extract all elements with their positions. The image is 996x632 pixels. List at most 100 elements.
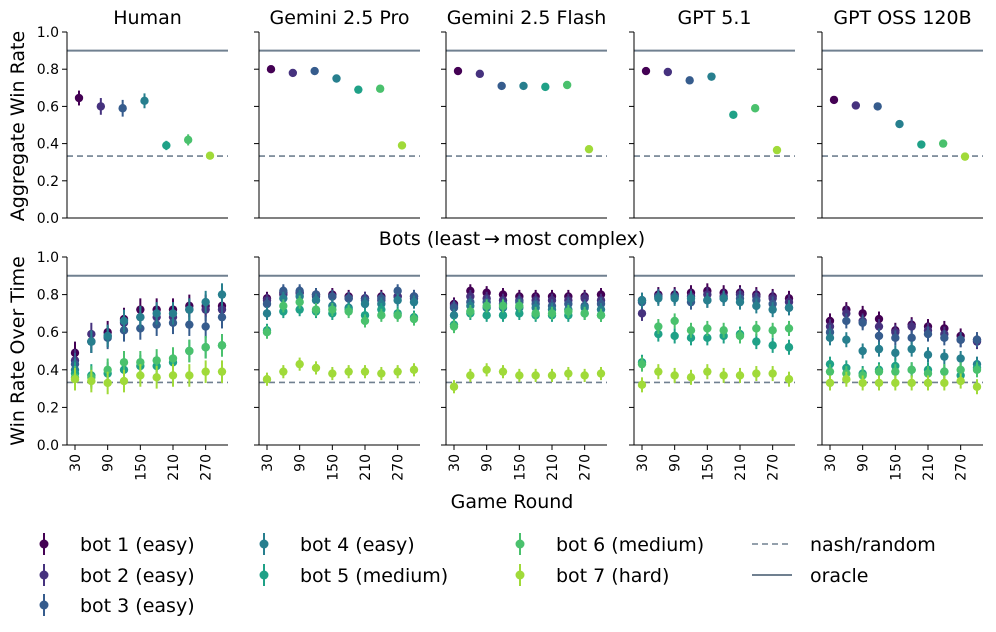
middle-x-axis-label: Bots (least → most complex) [379,228,645,250]
over-time-human-ytick-label: 0.4 [37,363,59,379]
over-time-point-marker [70,375,80,384]
over-time-point-marker [344,294,353,303]
over-time-point [858,315,867,331]
over-time-point-marker [136,371,145,380]
over-time-point [279,299,288,313]
over-time-point [768,322,777,338]
over-time-point-marker [279,286,288,296]
over-time-point [940,375,949,391]
xtick-label: 90 [480,454,496,472]
aggregate-point-bot-3 [310,66,319,76]
over-time-point-marker [784,343,794,352]
over-time-point [87,330,96,353]
over-time-point [515,299,524,313]
aggregate-point-bot-3 [873,102,882,111]
over-time-point [449,380,459,394]
over-time-point-marker [262,299,272,309]
over-time-point-marker [580,294,589,303]
over-time-point [735,367,745,383]
aggregate-point-bot-2 [288,68,298,78]
over-time-point-marker [825,359,835,369]
aggregate-point-bot-7-marker [772,145,782,155]
xtick-label: 90 [101,454,117,472]
over-time-point [637,377,647,393]
aggregate-point-bot-6 [183,134,193,146]
over-time-point [956,332,965,348]
over-time-point [874,328,884,344]
aggregate-point-bot-2-marker [288,68,298,78]
over-time-point [719,367,728,383]
legend-label: oracle [810,565,869,587]
over-time-point-marker [891,333,900,343]
over-time-human-ytick-label: 0.0 [37,438,59,454]
over-time-point-marker [825,378,835,388]
over-time-point [784,371,794,387]
aggregate-point-bot-3-marker [685,76,694,85]
over-time-point [482,363,491,377]
over-time-point-marker [784,375,794,384]
aggregate-point-bot-6 [938,139,948,148]
legend-label: bot 7 (hard) [556,565,669,587]
over-time-point-marker [842,335,851,344]
over-time-human-ytick-label: 1.0 [37,250,59,266]
xtick-label: 30 [635,454,651,472]
over-time-point-marker [637,309,647,318]
xtick-label: 90 [293,454,309,472]
over-time-point-marker [735,371,745,380]
aggregate-point-bot-7-marker [205,151,215,160]
over-time-point [377,308,386,322]
over-time-point-marker [858,378,867,388]
over-time-point [735,328,745,344]
over-time-point-marker [654,367,663,376]
over-time-point-marker [686,326,696,335]
over-time-point-marker [637,359,647,369]
over-time-point-marker [531,371,540,380]
over-time-point [482,299,491,313]
over-time-point-marker [201,297,210,307]
over-time-point [201,290,210,314]
over-time-point-marker [466,371,475,380]
aggregate-point-bot-2 [475,69,485,79]
legend-item-bot-3-easy: bot 3 (easy) [39,594,195,617]
over-time-point [670,290,679,306]
aggregate-point-bot-2 [851,101,861,110]
xtick-label: 30 [68,454,84,472]
over-time-point [87,369,96,393]
over-time-point-marker [185,320,194,329]
legend-label: bot 3 (easy) [80,595,195,617]
aggregate-point-bot-1-marker [829,95,839,105]
over-time-point-marker [103,331,112,341]
over-time-point [279,365,288,379]
panel-title-gemini-2-5-pro: Gemini 2.5 Pro [270,7,410,29]
xtick-label: 150 [512,454,528,481]
aggregate-point-bot-7 [397,141,407,150]
over-time-point [752,366,761,382]
over-time-point [580,368,589,383]
aggregate-point-bot-4-marker [895,119,904,129]
aggregate-point-bot-4 [519,81,528,91]
panel-title-gpt-oss-120b: GPT OSS 120B [833,7,971,29]
over-time-point-marker [670,316,679,326]
over-time-point-marker [217,367,227,376]
over-time-point [752,320,761,336]
over-time-point [119,369,129,393]
over-time-point-marker [449,311,459,320]
over-time-point [136,364,145,387]
aggregate-point-bot-3-marker [118,104,127,113]
over-time-point-marker [185,305,194,314]
over-time-point [136,305,145,329]
over-time-point [654,364,663,380]
over-time-point [185,364,194,387]
series-bot-7-hard [637,364,794,393]
over-time-point-marker [825,333,835,343]
legend-marker [39,570,49,580]
xtick-label: 210 [921,454,937,481]
panel-title-human: Human [113,7,182,29]
over-time-point-marker [752,369,761,378]
over-time-point [703,320,712,336]
over-time-point-marker [515,301,524,311]
over-time-panel-human: 0.0 0.2 0.4 0.6 0.8 1.0 30 90 150 210 270 [37,250,228,481]
over-time-point-marker [972,335,982,344]
over-time-point-marker [784,303,794,312]
